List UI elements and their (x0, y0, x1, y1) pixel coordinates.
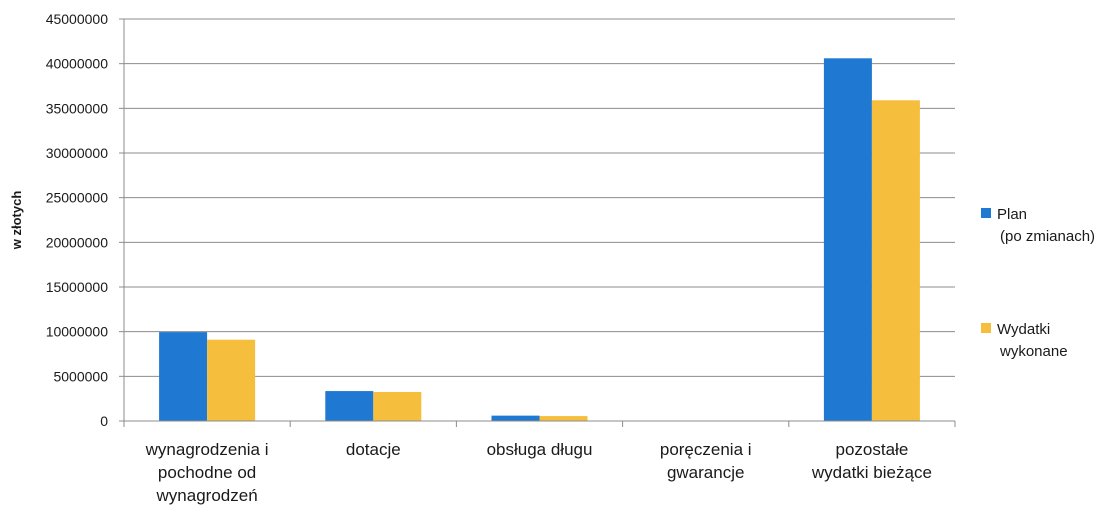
bar (207, 339, 256, 421)
bar (325, 391, 374, 421)
y-tick-label: 45000000 (46, 11, 109, 27)
y-tick-label: 0 (100, 413, 108, 429)
bar (871, 100, 920, 421)
y-tick-label: 10000000 (46, 324, 109, 340)
bar (823, 58, 872, 421)
x-tick-label: wynagrodzeń (156, 486, 258, 505)
x-tick-label: pochodne od (158, 463, 256, 482)
legend-swatch (981, 208, 991, 218)
bar (491, 415, 540, 421)
y-axis-title: w złotych (9, 191, 24, 251)
bar (373, 391, 422, 421)
legend: Plan (po zmianach) Wydatki wykonane (981, 206, 1095, 360)
x-tick-label: obsługa długu (487, 440, 593, 459)
bar (539, 416, 588, 421)
gridlines (124, 18, 955, 377)
legend-label: Plan (997, 206, 1027, 223)
x-tick-label: poręczenia i (660, 440, 752, 459)
x-tick-label: pozostałe (836, 440, 909, 459)
bars (159, 58, 920, 421)
legend-label: Wydatki (997, 321, 1050, 338)
y-tick-label: 5000000 (53, 368, 108, 384)
y-tick-label: 30000000 (46, 145, 109, 161)
y-tick-label: 35000000 (46, 100, 109, 116)
y-tick-label: 20000000 (46, 234, 109, 250)
x-tick-label: gwarancje (667, 463, 745, 482)
x-tick-labels: wynagrodzenia i pochodne od wynagrodzeń dot… (145, 440, 932, 505)
y-tick-label: 15000000 (46, 279, 109, 295)
y-tick-labels: 0 5000000 10000000 15000000 20000000 25000000… (46, 11, 109, 429)
legend-swatch (981, 323, 991, 333)
axes (119, 18, 956, 427)
bar (159, 332, 208, 421)
y-tick-label: 40000000 (46, 56, 109, 72)
x-tick-label: wynagrodzenia i (145, 440, 269, 459)
x-tick-label: wydatki bieżące (811, 463, 932, 482)
x-tick-label: dotacje (346, 440, 401, 459)
y-tick-label: 25000000 (46, 190, 109, 206)
legend-label: wykonane (999, 343, 1068, 360)
legend-label: (po zmianach) (1000, 228, 1095, 245)
